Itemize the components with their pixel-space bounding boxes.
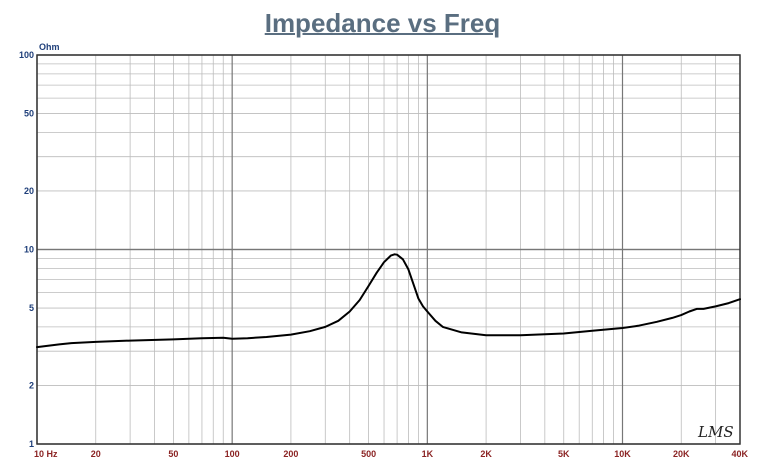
- x-axis-ticks: 10 Hz 20 50 100 200 500 1K 2K 5K 10K 20K 40K: [34, 449, 748, 459]
- x-tick-label: 20: [91, 449, 101, 459]
- x-tick-label: 40K: [731, 449, 748, 459]
- x-tick-label: 10 Hz: [34, 449, 58, 459]
- x-tick-label: 2K: [480, 449, 492, 459]
- y-tick-label: 50: [24, 109, 34, 119]
- x-tick-label: 10K: [614, 449, 631, 459]
- plot-frame: [36, 54, 741, 445]
- y-tick-label: 100: [19, 50, 34, 60]
- x-tick-label: 1K: [422, 449, 434, 459]
- chart-title: Impedance vs Freq: [264, 8, 501, 38]
- x-tick-label: 20K: [673, 449, 690, 459]
- x-tick-label: 50: [168, 449, 178, 459]
- y-tick-label: 5: [29, 303, 34, 313]
- y-axis-unit: Ohm: [39, 42, 60, 52]
- y-tick-label: 1: [29, 439, 34, 449]
- x-tick-label: 5K: [558, 449, 570, 459]
- series-layer: [36, 253, 741, 349]
- impedance-curve: [36, 253, 741, 349]
- x-tick-label: 500: [361, 449, 376, 459]
- x-tick-label: 200: [283, 449, 298, 459]
- y-tick-label: 2: [29, 380, 34, 390]
- y-tick-label: 10: [24, 245, 34, 255]
- lms-watermark: LMS: [697, 423, 734, 441]
- y-tick-label: 20: [24, 186, 34, 196]
- x-tick-label: 100: [225, 449, 240, 459]
- y-axis-ticks: 100 50 20 10 5 2 1: [19, 50, 34, 449]
